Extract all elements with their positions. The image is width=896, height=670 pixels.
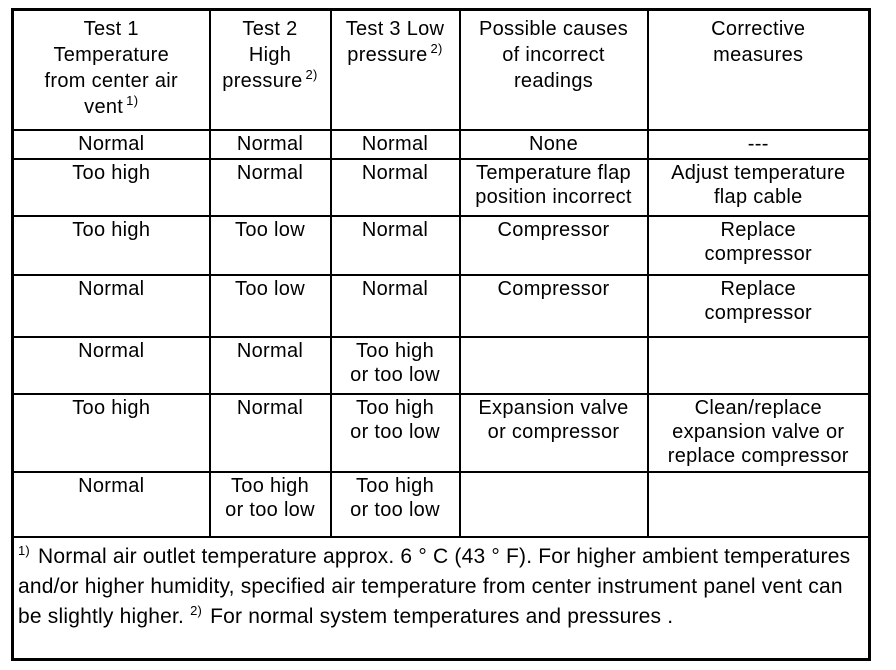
table-cell: Too high or too low — [329, 392, 461, 473]
header-cell-causes: Possible causes of incorrect readings — [458, 8, 649, 131]
table-cell: Compressor — [458, 273, 649, 338]
footnote-cell: 1) Normal air outlet temperature approx.… — [11, 535, 871, 661]
table-cell: None — [458, 128, 649, 160]
table-cell: Too high — [11, 157, 211, 217]
table-cell: Too high — [11, 392, 211, 473]
table-cell — [646, 335, 871, 395]
table-cell: Normal — [11, 273, 211, 338]
header-label: Test 2 High pressure — [222, 18, 303, 92]
header-label: Test 3 Low pressure — [345, 18, 445, 66]
header-cell-test3: Test 3 Low pressure 2) — [329, 8, 461, 131]
table-header-row: Test 1 Temperature from center air vent 1… — [11, 8, 871, 131]
ac-diagnostic-table: Test 1 Temperature from center air vent 1… — [11, 8, 871, 661]
header-cell-test2: Test 2 High pressure 2) — [208, 8, 332, 131]
table-cell: Normal — [329, 273, 461, 338]
table-cell: Temperature flap position incorrect — [458, 157, 649, 217]
table-cell — [458, 335, 649, 395]
footnote-text-1: Normal air outlet temperature approx. 6 … — [18, 544, 851, 628]
table-row: Too high Too low Normal Compressor Repla… — [11, 214, 871, 276]
table-cell: Too high or too low — [329, 470, 461, 538]
table-cell: Replace compressor — [646, 273, 871, 338]
table-cell: Too high or too low — [208, 470, 332, 538]
table-cell: Normal — [208, 157, 332, 217]
table-cell: Clean/replace expansion valve or replace… — [646, 392, 871, 473]
footnote-ref-1: 1) — [126, 93, 139, 109]
table-cell: Normal — [329, 157, 461, 217]
table-cell — [458, 470, 649, 538]
footnote-ref-2: 2) — [305, 67, 318, 83]
table-row: Normal Too high or too low Too high or t… — [11, 470, 871, 538]
table-row: Normal Normal Too high or too low — [11, 335, 871, 395]
table-cell: --- — [646, 128, 871, 160]
table-footnote-row: 1) Normal air outlet temperature approx.… — [11, 535, 871, 661]
footnote-text-2: For normal system temperatures and press… — [204, 604, 674, 628]
table-row: Too high Normal Normal Temperature flap … — [11, 157, 871, 217]
table-cell: Normal — [11, 335, 211, 395]
table-cell: Too high — [11, 214, 211, 276]
header-label: Possible causes of incorrect readings — [478, 18, 629, 92]
table-cell: Too high or too low — [329, 335, 461, 395]
table-cell: Replace compressor — [646, 214, 871, 276]
footnote-marker-1: 1) — [18, 542, 30, 558]
table-row: Too high Normal Too high or too low Expa… — [11, 392, 871, 473]
table-cell: Normal — [208, 335, 332, 395]
footnote-ref-2: 2) — [430, 41, 443, 57]
footnote-marker-2: 2) — [190, 602, 203, 618]
table-cell: Normal — [329, 214, 461, 276]
header-cell-test1: Test 1 Temperature from center air vent 1… — [11, 8, 211, 131]
header-cell-corrective: Corrective measures — [646, 8, 871, 131]
header-label: Corrective measures — [711, 18, 806, 66]
table-row: Normal Too low Normal Compressor Replace… — [11, 273, 871, 338]
table-cell: Normal — [11, 470, 211, 538]
table-cell: Normal — [329, 128, 461, 160]
table-cell: Too low — [208, 273, 332, 338]
table-cell — [646, 470, 871, 538]
table-cell: Normal — [208, 128, 332, 160]
table-cell: Too low — [208, 214, 332, 276]
table-cell: Normal — [11, 128, 211, 160]
header-label: Test 1 Temperature from center air vent — [44, 18, 178, 118]
table-cell: Normal — [208, 392, 332, 473]
table-cell: Expansion valve or compressor — [458, 392, 649, 473]
table-row: Normal Normal Normal None --- — [11, 128, 871, 160]
table-cell: Compressor — [458, 214, 649, 276]
table-cell: Adjust temperature flap cable — [646, 157, 871, 217]
